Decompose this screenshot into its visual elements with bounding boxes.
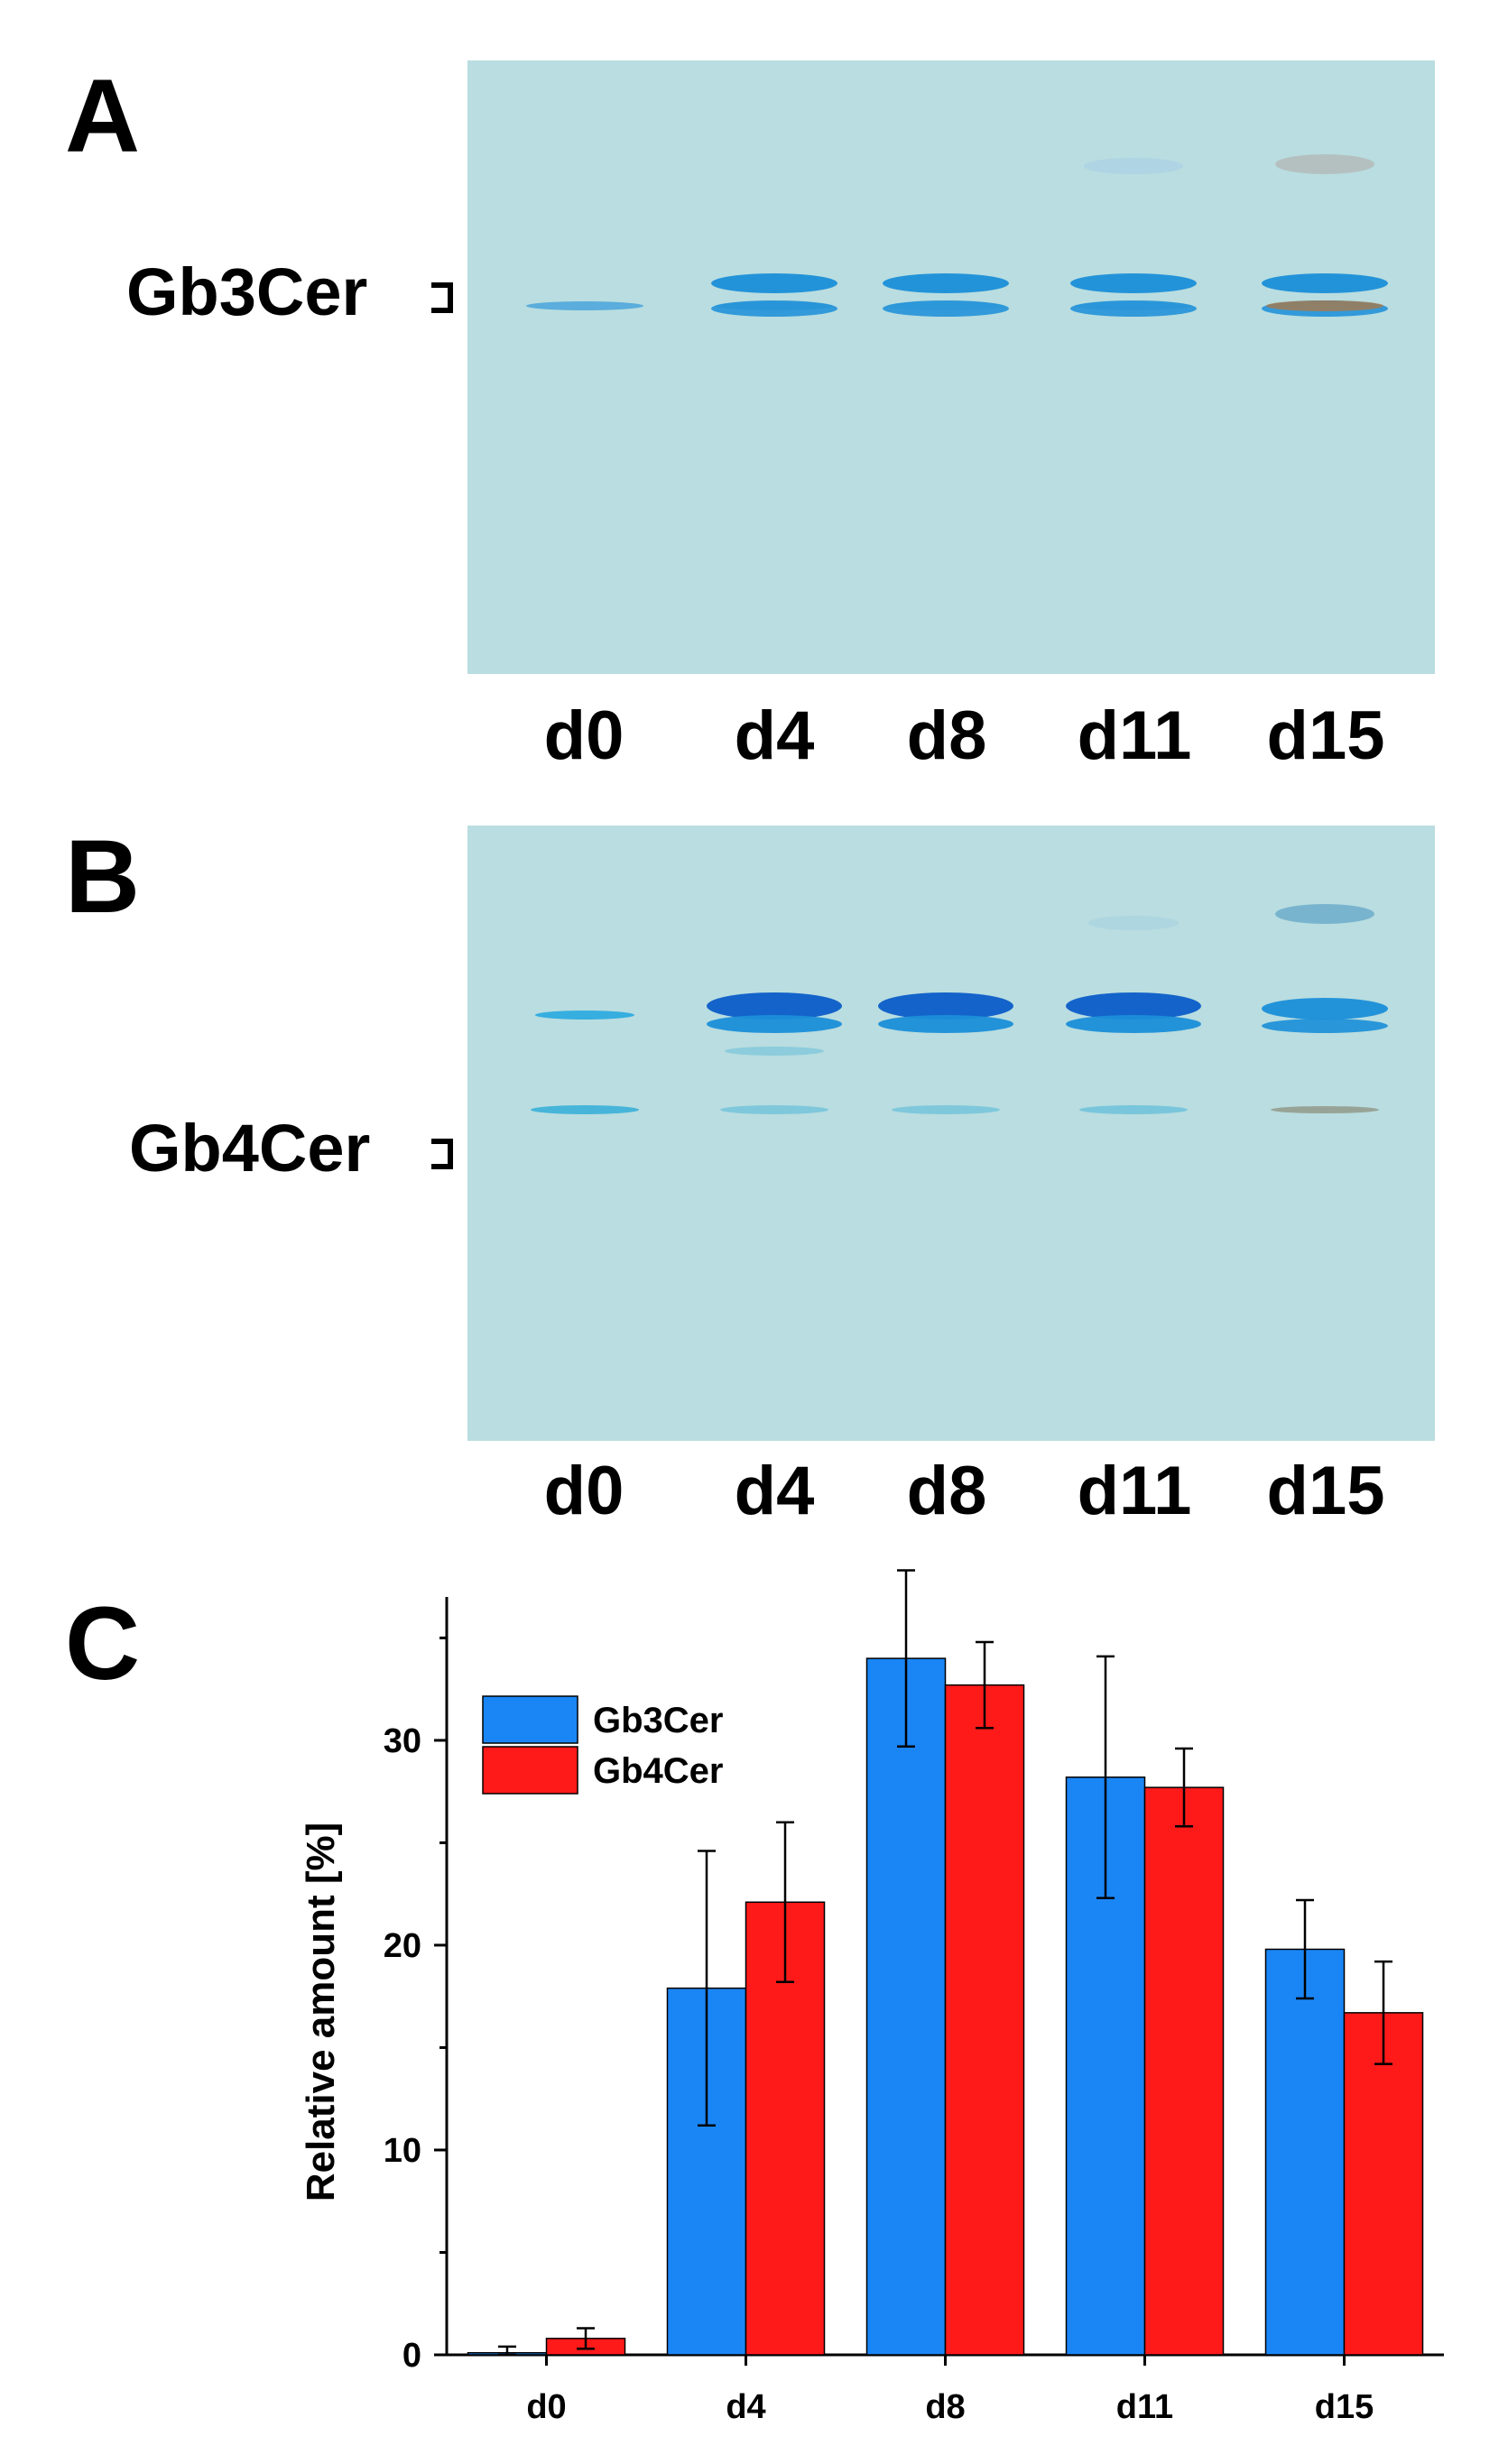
legend-swatch	[482, 1746, 578, 1795]
gb4cer-band-label: Gb4Cer	[129, 1111, 371, 1186]
panel-a-letter: A	[65, 59, 141, 174]
gb3cer-bracket	[431, 282, 453, 313]
lower-band	[531, 1105, 639, 1114]
lower-band	[887, 301, 1004, 310]
upper-band	[1275, 154, 1374, 174]
lane-label: d8	[906, 1453, 987, 1529]
minor-band	[725, 1047, 824, 1056]
lane-label: d15	[1266, 1453, 1385, 1529]
legend-label: Gb3Cer	[593, 1701, 724, 1740]
gb3cer-bar	[865, 1657, 947, 2356]
lower-band	[716, 301, 833, 310]
x-tick-label: d4	[726, 2388, 765, 2426]
y-tick-label: 20	[384, 1927, 421, 1965]
gb3cer-bar	[1264, 1948, 1346, 2356]
gb3cer-band	[1070, 300, 1197, 317]
lower-band	[1271, 1106, 1379, 1113]
lane-label: d4	[734, 697, 815, 774]
tlc-plate-a	[467, 60, 1435, 674]
lower-band	[1266, 300, 1383, 311]
gb4cer-band	[1066, 1015, 1201, 1033]
lane-label: d8	[906, 697, 987, 774]
gb4cer-band	[878, 1015, 1013, 1033]
gb3cer-band	[883, 273, 1009, 293]
lower-band	[1075, 301, 1192, 310]
lower-band	[526, 301, 643, 310]
panel-c-letter: C	[65, 1586, 141, 1702]
bar-chart: 0 10 20 30 Relative amount [%] d0 d4 d8 d11 d15 Gb…	[299, 1569, 1444, 2426]
lower-band	[892, 1105, 1000, 1114]
legend-swatch	[482, 1695, 578, 1744]
y-axis-title: Relative amount [%]	[299, 1823, 343, 2202]
lane-label: d0	[543, 697, 624, 774]
panel-b-letter: B	[65, 819, 141, 935]
x-tick-label: d15	[1315, 2388, 1374, 2426]
gb3cer-band	[1070, 273, 1197, 293]
lane-label: d11	[1077, 697, 1192, 774]
x-tick-label: d11	[1116, 2388, 1173, 2426]
upper-band	[1088, 916, 1179, 930]
gb4cer-bar	[1343, 2012, 1424, 2356]
gb4cer-band	[1262, 998, 1388, 1020]
gb3cer-band	[883, 300, 1009, 317]
legend-label: Gb4Cer	[593, 1751, 724, 1791]
y-tick-label: 0	[402, 2337, 421, 2375]
y-tick-label: 30	[384, 1722, 421, 1760]
gb3cer-band-label: Gb3Cer	[126, 254, 368, 329]
lower-band	[1079, 1105, 1188, 1114]
x-tick-label: d8	[925, 2388, 965, 2426]
lane-label: d15	[1266, 697, 1385, 774]
upper-band	[1275, 904, 1374, 924]
y-tick-label: 10	[384, 2132, 421, 2170]
lower-band	[720, 1105, 828, 1114]
tlc-plate-b	[467, 826, 1435, 1441]
lane-label: d11	[1077, 1453, 1192, 1529]
x-tick-label: d0	[526, 2388, 566, 2426]
gb3cer-band	[1262, 273, 1388, 293]
gb3cer-band	[711, 273, 837, 293]
lane-label: d4	[734, 1453, 815, 1529]
upper-band	[1084, 158, 1183, 174]
gb4cer-bracket	[431, 1139, 453, 1169]
lane-label: d0	[543, 1453, 624, 1529]
gb4cer-band	[535, 1011, 634, 1020]
gb4cer-bar	[1143, 1786, 1225, 2356]
gb4cer-bar	[944, 1684, 1025, 2356]
gb4cer-band	[707, 1015, 842, 1033]
gb3cer-band	[711, 300, 837, 317]
gb4cer-band	[1262, 1019, 1388, 1033]
